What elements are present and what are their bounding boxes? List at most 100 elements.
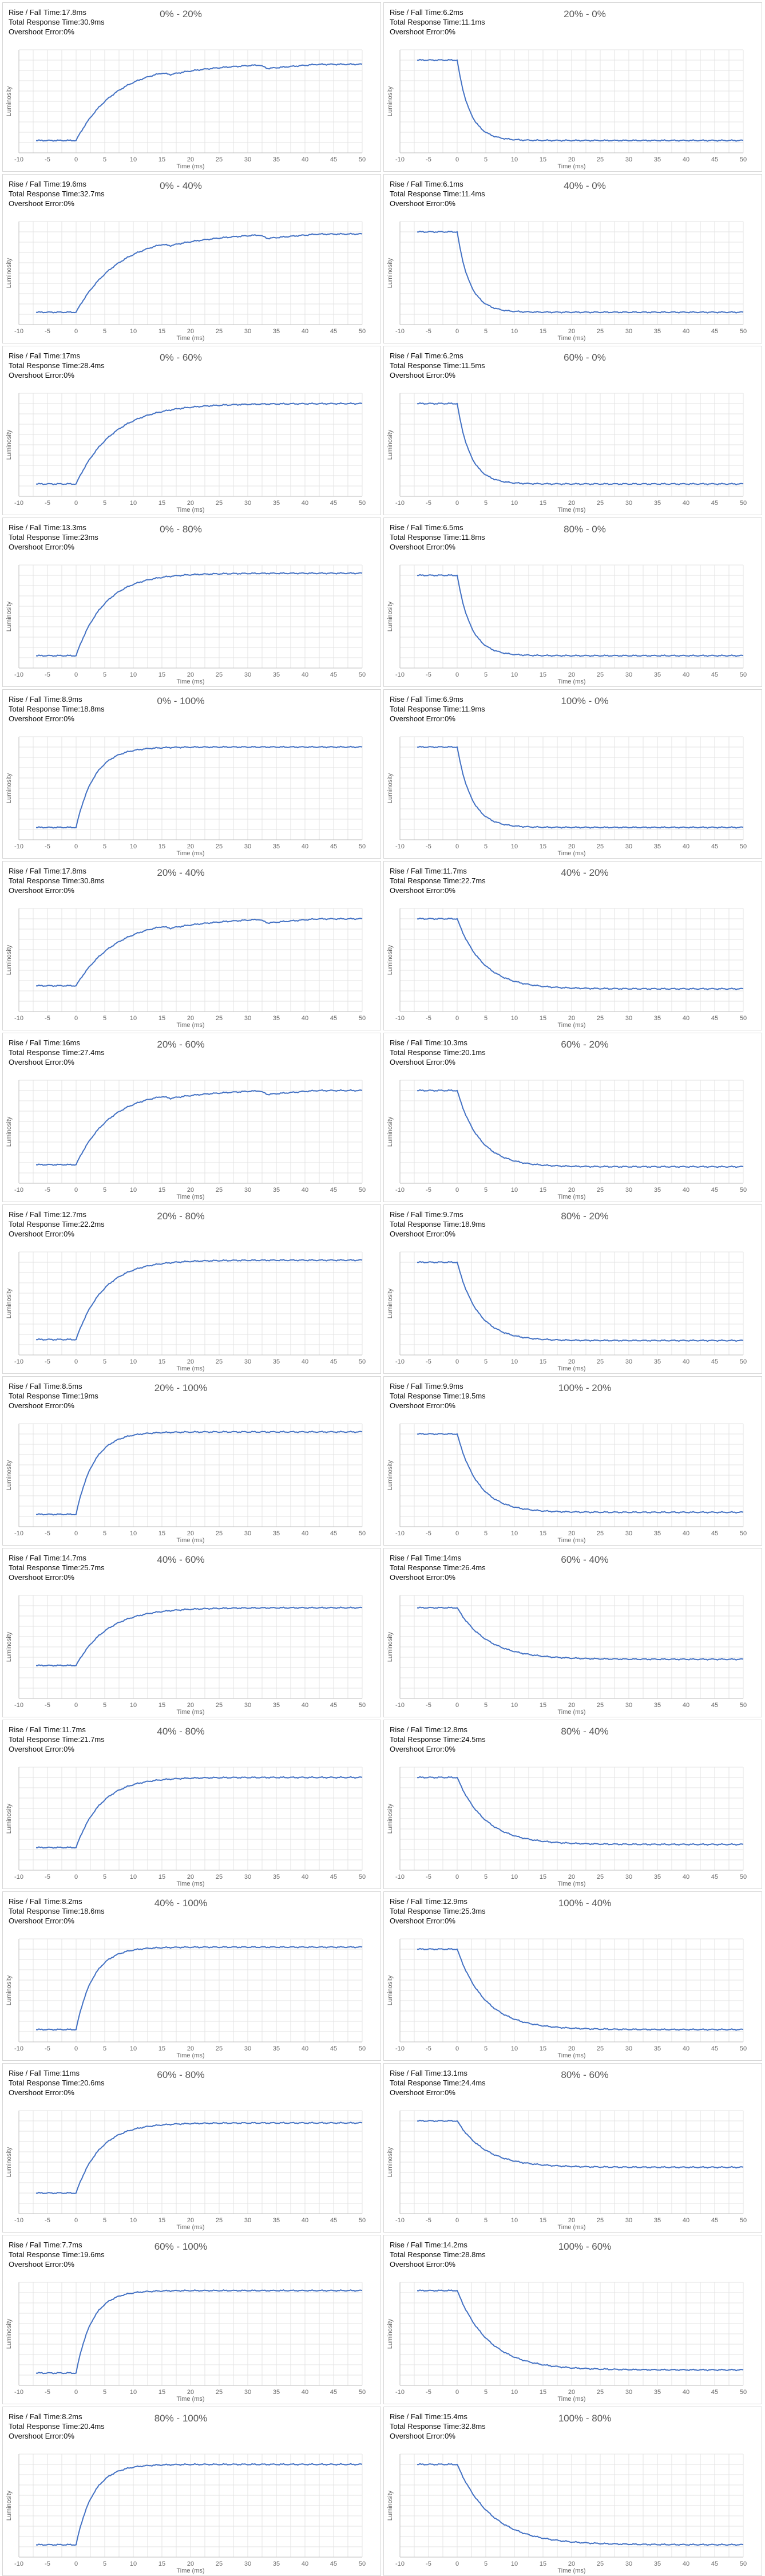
- x-tick-label: -10: [395, 843, 405, 850]
- x-tick-label: 0: [74, 671, 78, 678]
- y-axis-label: Luminosity: [6, 2147, 13, 2177]
- series-line: [417, 1947, 744, 2031]
- x-tick-label: 35: [654, 2217, 661, 2224]
- chart-panel: Rise / Fall Time:16ms Total Response Time…: [2, 1033, 381, 1202]
- x-tick-label: 0: [455, 1358, 459, 1365]
- x-tick-label: 0: [74, 2561, 78, 2567]
- x-tick-label: 15: [540, 1358, 546, 1365]
- rise-fall-time: Rise / Fall Time:11.7ms: [9, 1725, 105, 1735]
- x-axis-label: Time (ms): [557, 2396, 585, 2403]
- overshoot-error-label: Overshoot Error:: [390, 371, 445, 380]
- rise-fall-time-label: Rise / Fall Time:: [9, 351, 62, 360]
- x-tick-label: -5: [45, 1358, 50, 1365]
- x-tick-label: 40: [302, 1702, 308, 1709]
- overshoot-error-value: 0%: [445, 1745, 455, 1753]
- chart-svg: -10 -5 0 5 10 15 20 25 30 35 40 45 50 Time (ms) Lumino…: [6, 1938, 366, 2059]
- x-tick-label: 15: [158, 2217, 165, 2224]
- series-line: [417, 2463, 744, 2546]
- x-tick-label: 45: [330, 156, 337, 163]
- overshoot-error: Overshoot Error:0%: [390, 1229, 486, 1239]
- total-response-time-label: Total Response Time:: [9, 2250, 81, 2259]
- response-stats: Rise / Fall Time:8.2ms Total Response Tim…: [9, 2412, 105, 2441]
- rise-fall-time-value: 17.8ms: [62, 867, 86, 875]
- x-tick-label: 30: [625, 2045, 632, 2052]
- rise-fall-time-label: Rise / Fall Time:: [9, 1725, 62, 1734]
- chart-svg: -10 -5 0 5 10 15 20 25 30 35 40 45 50 Time (ms) Lumino…: [6, 1251, 366, 1372]
- x-tick-label: 40: [302, 2389, 308, 2396]
- x-tick-label: -10: [395, 1874, 405, 1880]
- x-tick-label: 25: [597, 2561, 604, 2567]
- overshoot-error: Overshoot Error:0%: [9, 1916, 105, 1926]
- response-stats: Rise / Fall Time:6.2ms Total Response Tim…: [390, 351, 485, 380]
- rise-fall-time-label: Rise / Fall Time:: [390, 867, 443, 875]
- series-line: [417, 745, 744, 829]
- x-tick-label: 35: [654, 156, 661, 163]
- overshoot-error: Overshoot Error:0%: [390, 1401, 486, 1411]
- x-tick-label: 50: [740, 328, 747, 335]
- y-axis-label: Luminosity: [6, 1631, 13, 1662]
- total-response-time-value: 11.9ms: [461, 705, 485, 713]
- total-response-time-label: Total Response Time:: [390, 1048, 462, 1057]
- x-tick-label: 45: [711, 1874, 718, 1880]
- rise-fall-time-value: 11.7ms: [62, 1725, 86, 1734]
- total-response-time: Total Response Time:22.7ms: [390, 876, 486, 886]
- x-tick-label: 50: [740, 1530, 747, 1537]
- x-tick-label: 15: [540, 1530, 546, 1537]
- x-tick-label: 10: [130, 1187, 137, 1194]
- total-response-time-value: 18.6ms: [80, 1907, 105, 1915]
- rise-fall-time-label: Rise / Fall Time:: [390, 1554, 443, 1562]
- total-response-time-label: Total Response Time:: [9, 1220, 81, 1228]
- total-response-time-label: Total Response Time:: [9, 1735, 81, 1744]
- x-tick-label: 35: [273, 1702, 280, 1709]
- rise-fall-time-label: Rise / Fall Time:: [390, 695, 443, 704]
- x-tick-label: 35: [654, 2389, 661, 2396]
- rise-fall-time-value: 6.2ms: [443, 351, 463, 360]
- x-tick-label: 40: [683, 671, 689, 678]
- x-tick-label: 10: [130, 843, 137, 850]
- overshoot-error-label: Overshoot Error:: [9, 371, 64, 380]
- chart-panel: Rise / Fall Time:6.9ms Total Response Tim…: [383, 689, 762, 859]
- x-tick-label: 30: [244, 1874, 251, 1880]
- rise-fall-time-label: Rise / Fall Time:: [9, 1038, 62, 1047]
- x-tick-label: 5: [484, 156, 487, 163]
- chart-title: 40% - 0%: [564, 180, 606, 191]
- chart-title: 0% - 60%: [160, 352, 202, 363]
- chart-title: 20% - 60%: [157, 1039, 205, 1050]
- x-tick-label: 30: [244, 328, 251, 335]
- y-axis-label: Luminosity: [6, 86, 13, 116]
- x-tick-label: 50: [359, 2389, 366, 2396]
- x-tick-label: 35: [273, 2045, 280, 2052]
- x-tick-label: 0: [455, 500, 459, 507]
- x-axis-label: Time (ms): [557, 1880, 585, 1887]
- total-response-time-value: 18.8ms: [80, 705, 105, 713]
- x-axis-label: Time (ms): [176, 1194, 204, 1200]
- overshoot-error-value: 0%: [445, 1230, 455, 1238]
- x-tick-label: 45: [711, 1358, 718, 1365]
- x-tick-label: 20: [187, 1015, 194, 1022]
- x-tick-label: -5: [45, 2389, 50, 2396]
- x-axis-label: Time (ms): [557, 1194, 585, 1200]
- total-response-time-value: 20.6ms: [80, 2079, 105, 2087]
- x-axis-label: Time (ms): [176, 507, 204, 513]
- series-line: [417, 1606, 744, 1661]
- x-tick-label: -5: [45, 2045, 50, 2052]
- overshoot-error-label: Overshoot Error:: [9, 199, 64, 208]
- x-tick-label: 50: [359, 328, 366, 335]
- chart-title: 40% - 100%: [154, 1898, 208, 1909]
- x-tick-label: 25: [216, 2561, 223, 2567]
- x-tick-label: 40: [683, 500, 689, 507]
- total-response-time: Total Response Time:11.8ms: [390, 532, 485, 542]
- chart-svg: -10 -5 0 5 10 15 20 25 30 35 40 45 50 Time (ms) Lumino…: [387, 49, 747, 170]
- chart-svg: -10 -5 0 5 10 15 20 25 30 35 40 45 50 Time (ms) Lumino…: [6, 2453, 366, 2574]
- x-tick-label: 15: [540, 1874, 546, 1880]
- overshoot-error-value: 0%: [445, 199, 455, 208]
- chart-panel: Rise / Fall Time:6.2ms Total Response Tim…: [383, 2, 762, 172]
- series-line: [417, 1776, 744, 1846]
- x-tick-label: 20: [568, 2045, 575, 2052]
- overshoot-error-value: 0%: [445, 27, 455, 36]
- x-axis-label: Time (ms): [557, 850, 585, 857]
- x-axis-label: Time (ms): [176, 335, 204, 342]
- chart-svg: -10 -5 0 5 10 15 20 25 30 35 40 45 50 Time (ms) Lumino…: [6, 564, 366, 685]
- y-axis-label: Luminosity: [6, 258, 13, 288]
- chart-title: 60% - 20%: [561, 1039, 609, 1050]
